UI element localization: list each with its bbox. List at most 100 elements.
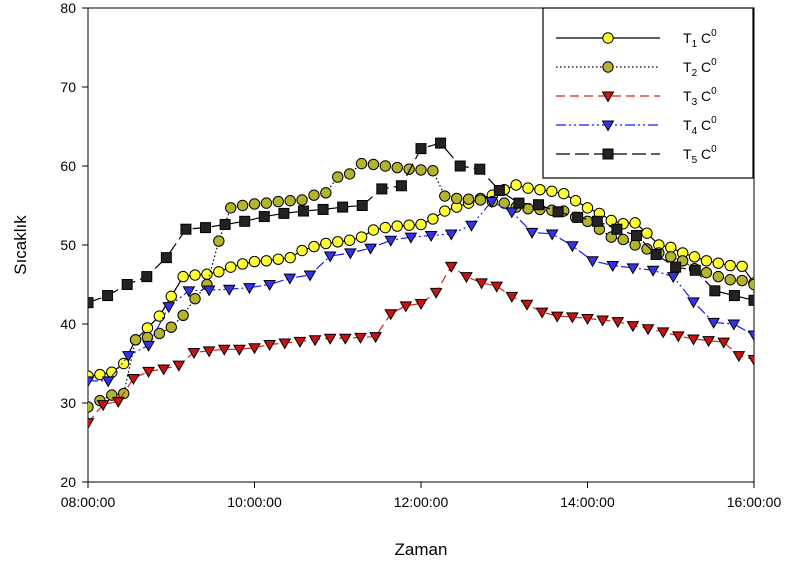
series-3-point <box>581 313 594 325</box>
series-5-point <box>630 230 642 242</box>
series-3-point <box>88 418 95 430</box>
series-1-point <box>510 179 522 191</box>
x-tick-label: 12:00:00 <box>394 494 449 510</box>
series-2-point <box>391 161 403 174</box>
series-3-point <box>142 366 155 378</box>
series-4-point <box>222 284 236 296</box>
series-3-point <box>202 346 216 358</box>
series-2-point <box>225 202 237 214</box>
series-2-point <box>641 243 653 255</box>
series-1-point <box>165 290 177 303</box>
series-2-point <box>296 194 308 206</box>
series-5 <box>88 137 754 309</box>
series-4-point <box>747 330 754 342</box>
series-2-point <box>213 235 225 247</box>
series-5-point <box>278 207 290 219</box>
series-3-point <box>717 337 731 349</box>
series-3-point <box>323 333 337 345</box>
series-5-point <box>591 215 603 227</box>
series-3-line <box>88 265 754 424</box>
series-3-point <box>278 338 292 350</box>
series-1-point <box>225 261 237 273</box>
series-3-point <box>747 355 754 367</box>
series-3-point <box>338 333 352 345</box>
series-3-point <box>157 364 171 376</box>
series-2-point <box>439 190 451 202</box>
series-3-point <box>414 298 428 310</box>
y-tick-label: 40 <box>60 316 76 332</box>
legend-marker-2 <box>602 61 614 73</box>
legend-label-3: T3 C0 <box>683 86 717 108</box>
series-1-point <box>308 240 320 253</box>
legend-label-2: T2 C0 <box>683 57 717 79</box>
series-2-point <box>379 160 392 172</box>
series-3-point <box>535 307 549 319</box>
series-3-point <box>172 360 186 372</box>
series-1-point <box>688 251 701 263</box>
y-tick-label: 60 <box>60 158 76 174</box>
series-3-point <box>702 336 715 348</box>
series-1-point <box>403 219 415 231</box>
series-2-point <box>248 198 261 210</box>
series-3-point <box>520 299 534 311</box>
series-4-point <box>626 263 640 275</box>
series-1-point <box>177 270 189 283</box>
series-2-point <box>236 199 249 212</box>
series-1-point <box>379 221 392 234</box>
series-1-point <box>320 237 332 250</box>
series-2-point <box>462 193 475 205</box>
series-4-point <box>162 302 176 314</box>
series-5-point <box>180 223 192 235</box>
series-5-point <box>454 160 466 172</box>
series-3-point <box>293 336 307 348</box>
series-2-point <box>129 334 142 346</box>
series-4-point <box>545 229 559 241</box>
series-2-point <box>165 321 177 333</box>
series-4-point <box>364 243 377 255</box>
legend-label-1: T1 C0 <box>683 28 717 50</box>
series-3-point <box>263 340 277 352</box>
series-3-point <box>490 281 504 293</box>
series-3-point <box>217 344 231 356</box>
x-tick-label: 08:00:00 <box>61 494 116 510</box>
legend: T1 C0 T2 C0 T3 C0 T4 C0 T5 C0 <box>542 7 754 179</box>
series-3-point <box>232 344 246 356</box>
series-3-point <box>384 309 398 321</box>
series-4-point <box>606 261 620 273</box>
series-5-point <box>748 294 754 306</box>
y-tick-label: 20 <box>60 474 76 490</box>
series-5-point <box>513 197 525 209</box>
series-3-point <box>550 311 564 323</box>
series-1-point <box>343 234 356 246</box>
series-5-point <box>689 264 701 276</box>
series-4-point <box>121 351 135 363</box>
series-2-point <box>332 171 344 183</box>
series-3-point <box>399 301 413 313</box>
series-1-line <box>88 184 754 377</box>
series-5-point <box>670 261 682 273</box>
y-tick-label: 30 <box>60 395 76 411</box>
series-3-point <box>687 334 700 346</box>
x-axis-title: Zaman <box>395 540 448 559</box>
series-3-point <box>354 332 367 344</box>
series-4-point <box>646 265 660 277</box>
series-4-point <box>243 283 256 295</box>
series-5-point <box>239 215 251 227</box>
series-1 <box>88 179 754 382</box>
series-3-point <box>505 291 519 303</box>
series-5-point <box>258 211 270 223</box>
series-1-point <box>522 182 534 194</box>
series-1-point <box>712 257 725 269</box>
series-4-point <box>283 273 297 285</box>
legend-marker-1 <box>602 32 614 44</box>
series-3-point <box>369 332 382 344</box>
series-2-point <box>581 215 594 228</box>
series-3-point <box>127 374 140 386</box>
series-4-point <box>142 340 155 352</box>
series-1-point <box>201 268 213 280</box>
series-5-point <box>611 223 623 235</box>
series-4-point <box>586 256 599 268</box>
series-2-point <box>474 194 487 206</box>
series-3-point <box>596 315 610 327</box>
series-1-point <box>581 202 594 214</box>
